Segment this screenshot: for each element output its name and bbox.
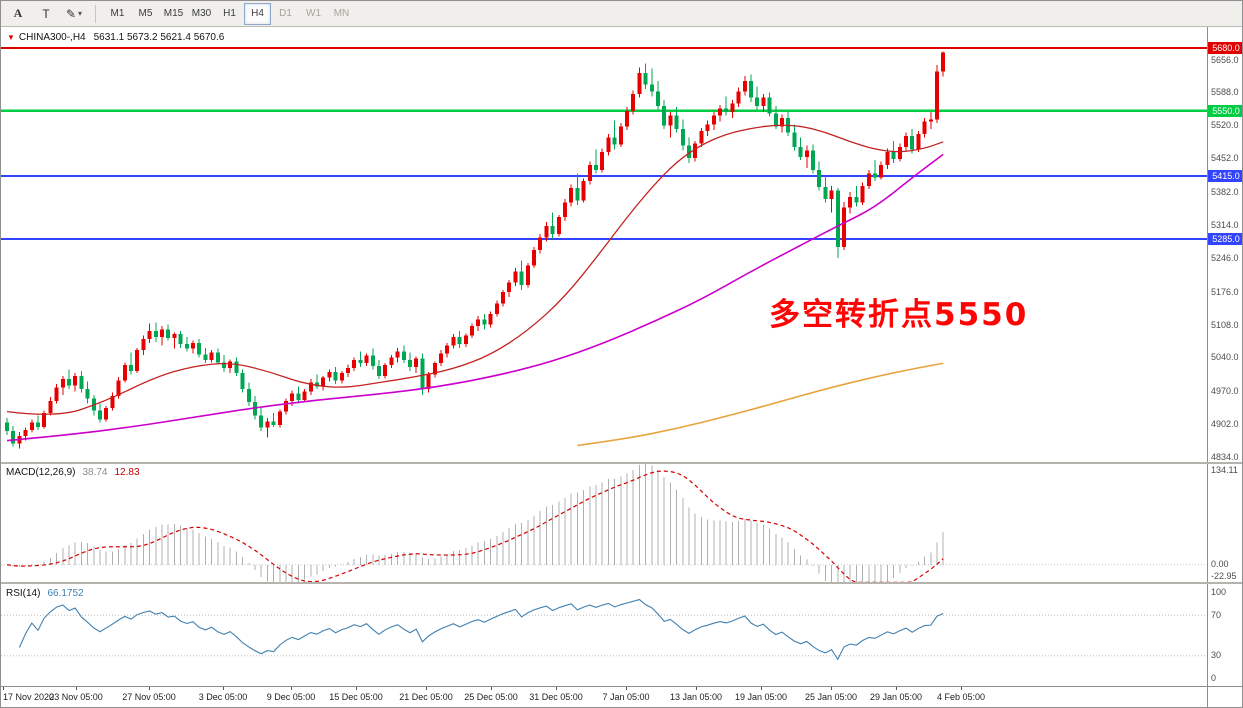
macd-chart-canvas[interactable] [1,464,1207,582]
price-axis-tick: 5452.0 [1211,153,1239,164]
time-axis-tick [491,687,492,690]
time-axis-tick [961,687,962,690]
chevron-down-icon: ▾ [78,9,83,18]
chart-ohlc-values: 5631.1 5673.2 5621.4 5670.6 [93,32,225,43]
chart-annotation-text: 多空转折点5550 [769,297,1029,333]
time-axis-tick [426,687,427,690]
rsi-chart-canvas[interactable] [1,584,1207,686]
time-axis-separator [1,686,1242,687]
time-axis-label: 23 Nov 05:00 [49,692,103,702]
price-axis-tick: 5176.0 [1211,286,1239,297]
chart-title: ▼ CHINA300-,H4 5631.1 5673.2 5621.4 5670… [7,32,224,43]
macd-main-value: 38.74 [82,467,108,478]
price-axis-tick: 4834.0 [1211,452,1239,463]
time-axis-tick [223,687,224,690]
time-axis-label: 7 Jan 05:00 [602,692,650,702]
timeframe-button-mn[interactable]: MN [333,8,350,19]
timeframe-button-m30[interactable]: M30 [191,8,212,19]
ma-mid-line [6,153,944,442]
macd-indicator-label: MACD(12,26,9) 38.74 12.83 [6,467,140,478]
time-axis-label: 29 Jan 05:00 [869,692,923,702]
time-axis-tick [556,687,557,690]
rsi-indicator-label: RSI(14) 66.1752 [6,588,84,599]
timeframe-button-m5[interactable]: M5 [138,8,153,19]
price-line-badge-2: 5550.0 [1208,104,1242,117]
rsi-value: 66.1752 [47,588,84,599]
price-axis-tick: 4902.0 [1211,419,1239,430]
price-axis-tick: 5382.0 [1211,187,1239,198]
time-axis-label: 17 Nov 2020 [3,692,55,702]
time-axis-label: 4 Feb 05:00 [936,692,986,702]
pencil-icon: ✎ [65,6,77,21]
price-axis-tick: 4970.0 [1211,386,1239,397]
price-axis-tick: 5040.0 [1211,352,1239,363]
text-label-tool-icon: A [13,6,23,20]
price-axis-tick: 5246.0 [1211,252,1239,263]
chart-symbol-period: CHINA300-,H4 [18,32,86,43]
timeframe-button-m15[interactable]: M15 [163,8,184,19]
time-axis-tick [831,687,832,690]
time-axis-tick [896,687,897,690]
time-axis-tick [3,687,4,690]
time-axis-tick [76,687,77,690]
timeframe-button-h1[interactable]: H1 [223,8,236,19]
timeframe-button-w1[interactable]: W1 [306,8,321,19]
macd-scale-zero: 0.00 [1211,559,1229,569]
time-axis-label: 15 Dec 05:00 [329,692,383,702]
rsi-scale-70: 70 [1211,610,1222,620]
text-tool-icon: T [42,6,50,21]
timeframe-button-h4[interactable]: H4 [244,2,271,25]
time-axis-tick [291,687,292,690]
rsi-scale-0: 0 [1211,673,1217,683]
time-axis-tick [761,687,762,690]
price-line-badge-4: 5285.0 [1208,232,1242,245]
time-axis-label: 3 Dec 05:00 [198,692,248,702]
macd-name: MACD(12,26,9) [6,467,76,478]
chart-marker-icon: ▼ [7,33,15,42]
macd-signal-value: 12.83 [114,467,140,478]
price-line-badge-1: 5680.0 [1208,42,1242,54]
price-scale-separator [1207,27,1208,707]
price-axis-tick: 5656.0 [1211,54,1239,65]
time-axis-tick [356,687,357,690]
time-axis-label: 13 Jan 05:00 [669,692,723,702]
time-axis-label: 31 Dec 05:00 [529,692,583,702]
timeframe-button-d1[interactable]: D1 [279,8,292,19]
rsi-scale-100: 100 [1211,587,1227,597]
time-axis-label: 19 Jan 05:00 [734,692,788,702]
time-axis-label: 25 Jan 05:00 [804,692,858,702]
price-axis-tick: 5588.0 [1211,87,1239,98]
price-line-badge-3: 5415.0 [1208,170,1242,183]
pane-splitter-rsi[interactable] [1,582,1242,584]
time-axis-label: 9 Dec 05:00 [266,692,316,702]
time-axis-label: 27 Nov 05:00 [122,692,176,702]
time-axis[interactable]: 17 Nov 2020 23 Nov 05:00 27 Nov 05:00 3 Dec… [1,687,1207,707]
timeframe-button-m1[interactable]: M1 [110,8,125,19]
text-label-tool-button[interactable]: A [5,3,31,25]
text-tool-button[interactable]: T [33,3,59,25]
time-axis-label: 21 Dec 05:00 [399,692,453,702]
time-axis-label: 25 Dec 05:00 [464,692,518,702]
toolbar: A T ✎ ▾ M1 M5 M15 M30 H1 H4 D1 W1 MN [1,1,1242,27]
price-axis-tick: 5314.0 [1211,219,1239,230]
macd-scale-max: 134.11 [1211,465,1238,475]
ma-fast-line [6,124,944,415]
rsi-scale-30: 30 [1211,650,1222,660]
time-axis-tick [626,687,627,690]
time-axis-tick [149,687,150,690]
pane-splitter-macd[interactable] [1,462,1242,464]
toolbar-separator [95,4,96,23]
price-axis-tick: 5520.0 [1211,120,1239,131]
macd-scale-min: -22.95 [1211,571,1237,581]
time-axis-tick [696,687,697,690]
ma-slow-line [577,362,944,447]
price-axis-tick: 5108.0 [1211,319,1239,330]
price-chart-canvas[interactable] [1,27,1207,463]
timeframe-button-group: M1 M5 M15 M30 H1 H4 D1 W1 MN [104,2,355,25]
rsi-name: RSI(14) [6,588,41,599]
draw-tool-button[interactable]: ✎ ▾ [61,3,87,25]
